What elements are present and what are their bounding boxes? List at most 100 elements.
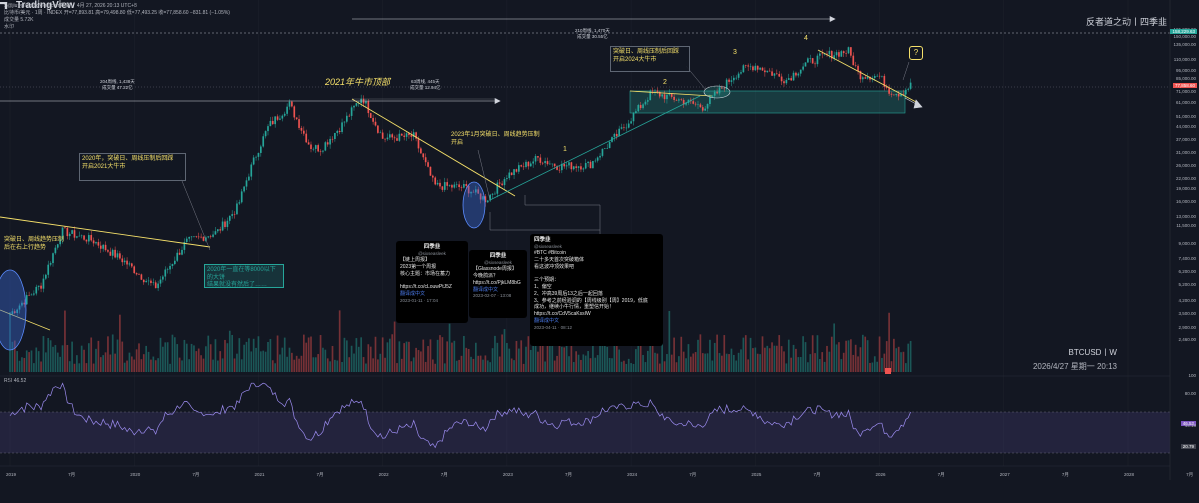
- tweet-translate-link[interactable]: 翻译成中文: [473, 286, 499, 293]
- tweet-translate-link[interactable]: 翻译成中文: [400, 291, 426, 298]
- volume-bar: [448, 323, 451, 372]
- volume-bar: [300, 355, 303, 372]
- candle-body: [30, 294, 33, 296]
- volume-bar: [608, 357, 611, 372]
- volume-bar: [393, 321, 396, 372]
- volume-bar: [453, 340, 456, 372]
- volume-bar: [302, 334, 305, 372]
- current-candle-marker: [885, 368, 891, 374]
- candle-body: [92, 240, 95, 244]
- volume-bar: [123, 362, 126, 372]
- price-tick-label: 44,000.00: [1175, 124, 1196, 130]
- candle-body: [300, 127, 303, 131]
- tweet-card-1[interactable]: 四季韭 @sixseasleek 【链上周报】 2023第一个周报 核心主题：市…: [396, 241, 468, 323]
- volume-bar: [472, 358, 475, 372]
- volume-bar: [627, 358, 630, 372]
- candle-body: [388, 134, 391, 138]
- volume-bar: [460, 355, 463, 372]
- volume-bar: [491, 348, 494, 372]
- wave-label-4: 4: [804, 35, 808, 42]
- tweet-handle: @sixseasleek: [418, 251, 446, 257]
- volume-bar: [267, 341, 269, 372]
- candle-body: [787, 78, 790, 80]
- candle-body: [135, 273, 138, 275]
- candle-body: [164, 269, 167, 277]
- tweet-translate-link[interactable]: 翻译成中文: [534, 317, 560, 324]
- volume-bar: [470, 356, 472, 372]
- volume-bar: [546, 344, 549, 372]
- candle-body: [852, 55, 855, 66]
- volume-bar: [243, 344, 245, 372]
- volume-bar: [9, 312, 11, 372]
- volume-bar: [207, 335, 210, 372]
- tweet-card-3[interactable]: 四季韭 @sixseasleek #BTC #Bitcoin 二十多天首次突破箱…: [530, 234, 663, 346]
- volume-bar: [833, 323, 836, 372]
- volume-bar: [489, 362, 492, 372]
- candle-body: [386, 137, 389, 140]
- candle-body: [140, 274, 143, 280]
- candle-body: [732, 77, 735, 81]
- candle-body: [883, 75, 886, 87]
- candle-body: [888, 87, 890, 94]
- volume-bar: [809, 354, 812, 372]
- candle-body: [453, 184, 456, 188]
- candle-body: [291, 101, 293, 107]
- candle-body: [666, 94, 668, 100]
- volume-bar: [549, 342, 551, 372]
- volume-bar: [66, 344, 69, 372]
- candle-body: [205, 237, 207, 241]
- candle-body: [350, 107, 353, 116]
- volume-bar: [114, 353, 116, 372]
- time-tick-label: 7月: [316, 472, 324, 477]
- volume-bar: [584, 355, 587, 372]
- volume-bar: [799, 357, 802, 372]
- candle-body: [80, 235, 83, 237]
- candle-body: [544, 161, 546, 164]
- volume-bar: [446, 341, 449, 372]
- volume-bar: [895, 348, 898, 372]
- volume-bar: [871, 362, 874, 372]
- candle-body: [417, 138, 420, 149]
- volume-bar: [224, 339, 226, 372]
- volume-bar: [142, 354, 145, 372]
- candle-body: [656, 90, 659, 92]
- candle-body: [73, 230, 76, 238]
- candle-body: [226, 220, 229, 227]
- price-tick-label: 11,500.00: [1176, 223, 1196, 229]
- candle-body: [680, 99, 683, 100]
- candle-body: [513, 169, 515, 176]
- tweet-author: 四季韭: [534, 237, 551, 243]
- candle-body: [348, 115, 351, 117]
- volume-bar: [298, 358, 300, 372]
- candle-body: [28, 295, 30, 296]
- volume-bar: [510, 358, 513, 372]
- candle-body: [580, 166, 582, 170]
- volume-bar: [513, 360, 515, 372]
- candle-body: [582, 168, 585, 170]
- symbol-ohlc-line: 比特币/美元 · 1周 · INDEX 开=77,893.81 高=79,498…: [4, 10, 230, 16]
- candle-body: [298, 119, 300, 128]
- candle-body: [54, 247, 57, 254]
- candle-body: [319, 151, 322, 153]
- candle-body: [42, 278, 45, 289]
- candle-body: [646, 100, 649, 102]
- volume-bar: [541, 344, 544, 372]
- volume-bar: [687, 344, 690, 372]
- candle-body: [771, 71, 773, 76]
- time-tick-label: 2021: [254, 472, 265, 477]
- candle-body: [661, 94, 664, 97]
- tweet-card-2[interactable]: 四季韭 @sixseasleek 【Glassnode周报】 今晚鸽派？ htt…: [469, 250, 527, 318]
- tradingview-logo[interactable]: TradingView: [0, 0, 1199, 11]
- candle-body: [541, 162, 544, 164]
- candle-body: [367, 101, 370, 114]
- candle-body: [109, 251, 112, 256]
- candle-body: [807, 58, 809, 63]
- volume-bar: [754, 347, 757, 372]
- time-tick-label: 7月: [565, 472, 573, 477]
- volume-bar: [575, 351, 578, 372]
- volume-bar: [80, 345, 83, 372]
- volume-bar: [615, 336, 618, 372]
- candle-body: [238, 202, 241, 204]
- candle-body: [178, 252, 181, 255]
